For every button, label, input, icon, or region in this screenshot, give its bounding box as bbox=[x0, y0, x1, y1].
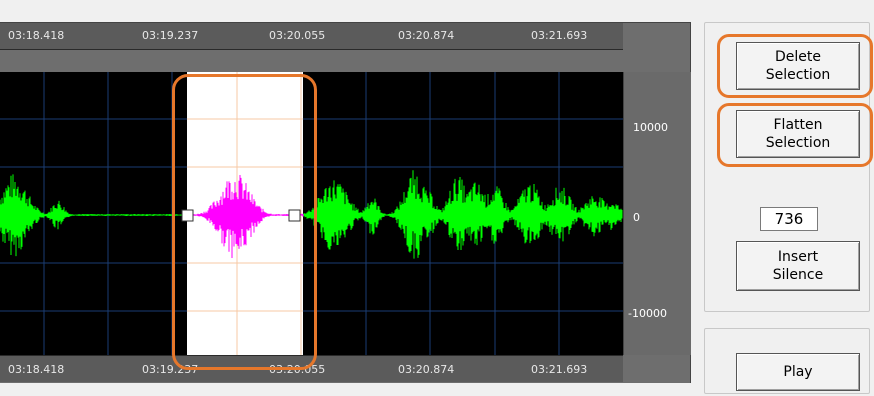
time-label: 03:20.055 bbox=[269, 29, 326, 42]
waveform-plot[interactable] bbox=[0, 72, 623, 355]
edit-group: Delete Selection Flatten Selection Inser… bbox=[704, 22, 870, 312]
playback-group: Play bbox=[704, 328, 870, 394]
button-label: Delete bbox=[775, 49, 821, 65]
waveform-editor: 03:18.418 03:19.237 03:20.055 03:20.874 … bbox=[0, 22, 691, 383]
time-label: 03:19.237 bbox=[142, 29, 199, 42]
time-label: 03:19.237 bbox=[142, 363, 199, 376]
selection-start-handle[interactable] bbox=[181, 209, 194, 222]
time-label: 03:21.693 bbox=[531, 363, 588, 376]
play-button[interactable]: Play bbox=[736, 353, 860, 391]
amplitude-tick: 0 bbox=[633, 211, 640, 224]
side-panel: Delete Selection Flatten Selection Inser… bbox=[704, 22, 870, 396]
insert-silence-button[interactable]: Insert Silence bbox=[736, 241, 860, 291]
time-label: 03:18.418 bbox=[8, 363, 65, 376]
selection-end-handle[interactable] bbox=[288, 209, 301, 222]
button-label: Selection bbox=[765, 67, 831, 83]
amplitude-axis: 10000 0 -10000 bbox=[623, 72, 691, 355]
button-label: Selection bbox=[765, 135, 831, 151]
time-label: 03:21.693 bbox=[531, 29, 588, 42]
waveform-trace bbox=[0, 170, 623, 259]
amplitude-tick: 10000 bbox=[633, 121, 668, 134]
waveform-canvas[interactable] bbox=[0, 72, 623, 355]
flatten-selection-button[interactable]: Flatten Selection bbox=[736, 110, 860, 158]
button-label: Insert bbox=[777, 249, 819, 265]
time-label: 03:20.874 bbox=[398, 363, 455, 376]
button-label: Play bbox=[783, 364, 813, 380]
time-label: 03:20.874 bbox=[398, 29, 455, 42]
amplitude-tick: -10000 bbox=[628, 307, 667, 320]
silence-length-input[interactable] bbox=[760, 207, 818, 231]
time-label: 03:20.055 bbox=[269, 363, 326, 376]
time-ruler-top: 03:18.418 03:19.237 03:20.055 03:20.874 … bbox=[0, 23, 623, 50]
delete-selection-button[interactable]: Delete Selection bbox=[736, 42, 860, 90]
button-label: Silence bbox=[772, 267, 824, 283]
time-ruler-bottom: 03:18.418 03:19.237 03:20.055 03:20.874 … bbox=[0, 355, 623, 382]
time-label: 03:18.418 bbox=[8, 29, 65, 42]
button-label: Flatten bbox=[773, 117, 823, 133]
